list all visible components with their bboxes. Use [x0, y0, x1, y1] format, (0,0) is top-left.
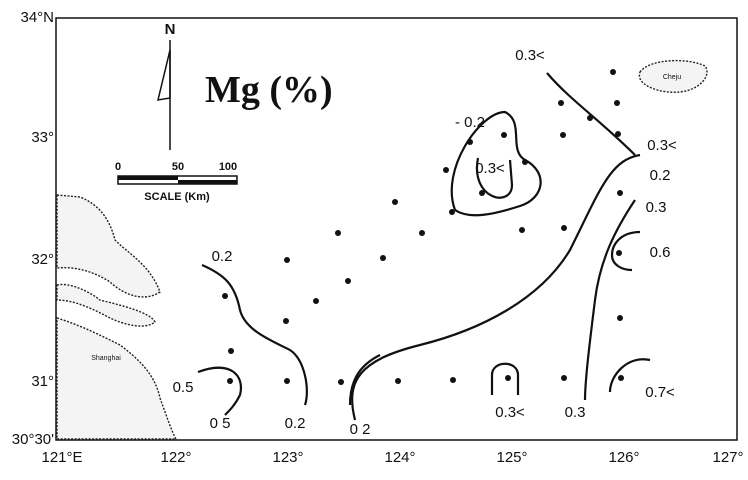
contour-label: 0.2 [285, 415, 306, 432]
station [617, 315, 623, 321]
station [335, 230, 341, 236]
station [610, 69, 616, 75]
station [505, 375, 511, 381]
frame [55, 17, 738, 441]
station [616, 250, 622, 256]
longitude-label: 121°E [41, 449, 82, 466]
contour-label: 0.2 [212, 248, 233, 265]
station [228, 348, 234, 354]
station [283, 318, 289, 324]
contour-label: 0.6 [650, 244, 671, 261]
stations [222, 69, 624, 385]
scale-tick: 0 [115, 161, 121, 173]
station [617, 190, 623, 196]
place-label: Cheju [663, 74, 681, 81]
station [561, 375, 567, 381]
station [443, 167, 449, 173]
station [615, 131, 621, 137]
contour-label: - 0.2 [455, 114, 485, 131]
scale-bar: 0 50 100 SCALE (Km) [115, 161, 238, 203]
contour-label: 0.3< [647, 137, 677, 154]
station [561, 225, 567, 231]
station [395, 378, 401, 384]
contour-label: 0.2 [650, 167, 671, 184]
station [380, 255, 386, 261]
station [522, 159, 528, 165]
station [450, 377, 456, 383]
station [501, 132, 507, 138]
station [284, 378, 290, 384]
contours [197, 72, 651, 421]
north-label: N [165, 21, 176, 38]
latitude-label: 30°30' [12, 431, 54, 448]
station [558, 100, 564, 106]
latitude-label: 33° [31, 129, 54, 146]
longitude-label: 123° [272, 449, 303, 466]
station [338, 379, 344, 385]
title: Mg (%) [205, 69, 333, 111]
station [467, 139, 473, 145]
longitude-label: 126° [608, 449, 639, 466]
place-label: Shanghai [91, 355, 121, 362]
longitude-label: 122° [160, 449, 191, 466]
contour-label: 0 5 [210, 415, 231, 432]
station [222, 293, 228, 299]
contour-label: 0 2 [350, 421, 371, 438]
station [284, 257, 290, 263]
scale-tick: 100 [219, 161, 237, 173]
station [392, 199, 398, 205]
station [479, 190, 485, 196]
north-arrow: N [157, 21, 176, 150]
station [614, 100, 620, 106]
longitude-label: 127° [712, 449, 743, 466]
station [313, 298, 319, 304]
station [227, 378, 233, 384]
station [345, 278, 351, 284]
contour-label: 0.3 [646, 199, 667, 216]
contour-label: 0.7< [645, 384, 675, 401]
contour-label: 0.5 [173, 379, 194, 396]
longitude-label: 124° [384, 449, 415, 466]
contour-label: 0.3 [565, 404, 586, 421]
station [519, 227, 525, 233]
latitude-label: 32° [31, 251, 54, 268]
coast [56, 317, 178, 440]
station [618, 375, 624, 381]
latitude-label: 31° [31, 373, 54, 390]
station [587, 115, 593, 121]
coast [56, 194, 161, 298]
contour-label: 0.3< [495, 404, 525, 421]
scale-tick: 50 [172, 161, 184, 173]
latitude-label: 34°N [20, 9, 54, 26]
station [560, 132, 566, 138]
station [449, 209, 455, 215]
contour-label: 0.3< [475, 160, 505, 177]
scale-label: SCALE (Km) [144, 191, 210, 203]
island [638, 59, 708, 93]
longitude-label: 125° [496, 449, 527, 466]
coast [56, 283, 156, 327]
station [419, 230, 425, 236]
contour-label: 0.3< [515, 47, 545, 64]
